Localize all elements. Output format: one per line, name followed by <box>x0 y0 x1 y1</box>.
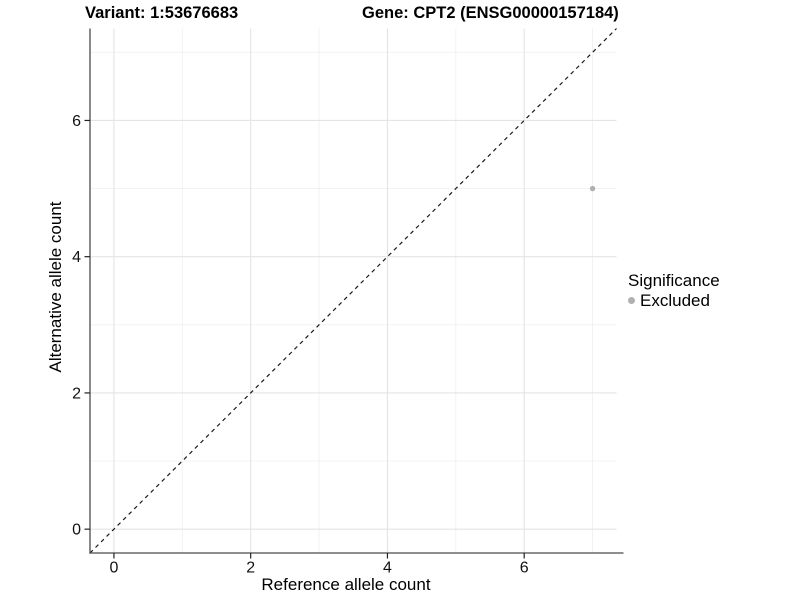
legend-title: Significance <box>628 271 720 290</box>
x-tick-label: 6 <box>520 560 529 577</box>
plot-title-variant: Variant: 1:53676683 <box>85 4 239 22</box>
x-tick-label: 2 <box>246 560 255 577</box>
legend-item-label: Excluded <box>640 291 710 310</box>
legend-item-excluded: Excluded <box>628 291 720 310</box>
y-tick-label: 4 <box>72 249 81 266</box>
plot-title-gene: Gene: CPT2 (ENSG00000157184) <box>362 4 619 22</box>
legend: Significance Excluded <box>628 271 720 310</box>
x-tick-label: 4 <box>383 560 392 577</box>
x-axis-label: Reference allele count <box>261 575 431 594</box>
data-point <box>589 185 596 192</box>
identity-line <box>89 28 617 554</box>
y-tick-label: 6 <box>72 113 81 130</box>
y-tick-label: 0 <box>72 522 81 539</box>
y-tick-label: 2 <box>72 385 81 402</box>
legend-point-icon <box>628 297 635 304</box>
y-axis-label: Alternative allele count <box>46 201 65 373</box>
x-tick-label: 0 <box>109 560 118 577</box>
